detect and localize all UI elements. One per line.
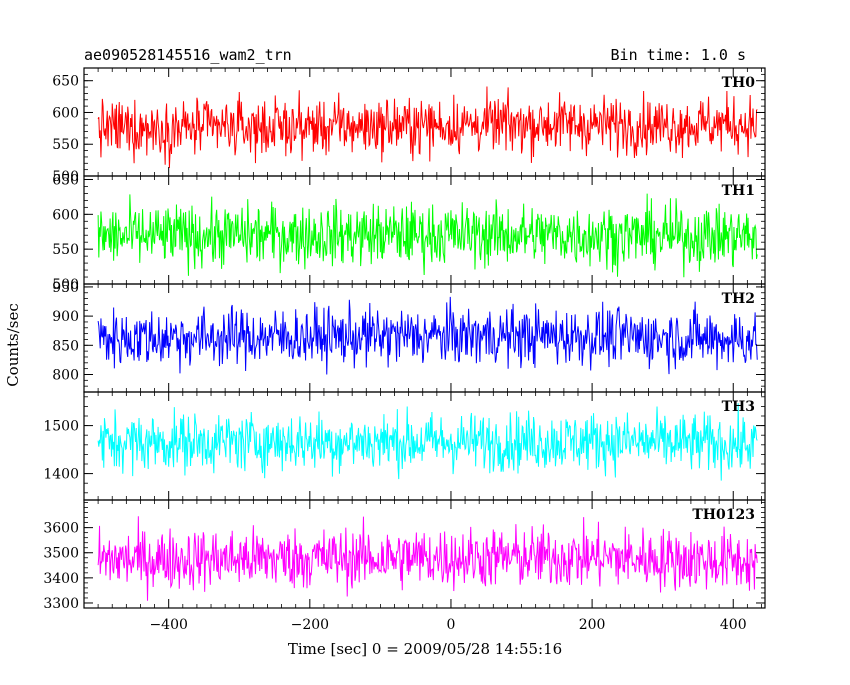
series-label-th0123: TH0123	[692, 507, 755, 523]
y-tick-label: 850	[52, 338, 79, 354]
y-tick-label: 600	[52, 105, 79, 121]
bin-time-label: Bin time: 1.0 s	[611, 46, 746, 64]
panel-th2: 800 850 900 950 TH2	[52, 280, 766, 393]
y-tick-label: 650	[52, 172, 79, 188]
series-line-th1	[97, 193, 758, 278]
series-line-th0	[97, 86, 758, 168]
y-tick-label: 600	[52, 207, 79, 223]
y-tick-label: 1400	[43, 467, 79, 483]
x-tick-label: −200	[291, 617, 329, 633]
x-axis-title: Time [sec] 0 = 2009/05/28 14:55:16	[288, 640, 562, 658]
series-line-th2	[97, 296, 758, 375]
y-axis-title: Counts/sec	[4, 303, 22, 387]
y-tick-label: 3600	[43, 521, 79, 537]
x-tick-label: −400	[149, 617, 187, 633]
panel-th0: 500 550 600 650 TH0	[52, 67, 766, 185]
x-tick-label: 400	[720, 617, 747, 633]
y-tick-label: 550	[52, 242, 79, 258]
y-tick-label: 500	[52, 169, 79, 185]
series-label-th1: TH1	[722, 183, 755, 199]
panel-th1: 500 550 600 650 TH1	[52, 172, 766, 293]
panel-th3: 1400 1500 TH3	[43, 391, 766, 501]
y-tick-label: 550	[52, 137, 79, 153]
y-tick-label: 500	[52, 277, 79, 293]
y-tick-label: 950	[52, 280, 79, 296]
x-tick-label: 0	[447, 617, 456, 633]
y-tick-label: 650	[52, 74, 79, 90]
plot-title: ae090528145516_wam2_trn	[84, 46, 292, 64]
series-line-th0123	[97, 516, 758, 601]
x-tick-label: 200	[579, 617, 606, 633]
y-tick-label: 3500	[43, 546, 79, 562]
panels-group: 500 550 600 650 TH0 500 550 600 650 TH1 800 850 900 9…	[43, 67, 766, 633]
panel-th0123: 3300 3400 3500 3600 TH0123	[43, 499, 766, 612]
series-label-th3: TH3	[722, 399, 755, 415]
series-label-th2: TH2	[722, 291, 755, 307]
y-tick-label: 800	[52, 367, 79, 383]
y-tick-label: 1500	[43, 419, 79, 435]
y-tick-label: 900	[52, 309, 79, 325]
series-line-th3	[97, 403, 758, 481]
y-tick-label: 3300	[43, 596, 79, 612]
panel-frame-th0123	[83, 499, 766, 609]
y-tick-label: 3400	[43, 571, 79, 587]
series-label-th0: TH0	[722, 75, 756, 91]
